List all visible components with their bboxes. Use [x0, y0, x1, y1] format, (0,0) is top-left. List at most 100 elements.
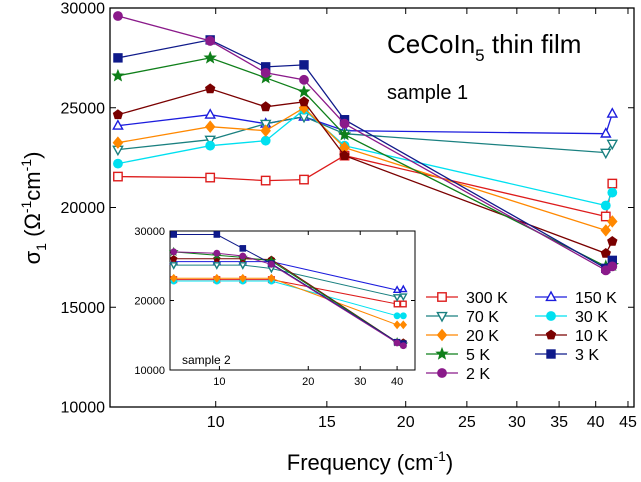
main-data-point — [113, 158, 123, 169]
inset-data-point — [399, 342, 407, 350]
main-y-tick-label: 25000 — [61, 100, 106, 117]
main-data-point — [112, 109, 124, 120]
main-series-line — [117, 106, 613, 232]
inset-y-tick-label: 30000 — [134, 226, 165, 238]
inset-axes: 10 20 30 40 10000 20000 30000 — [134, 226, 415, 388]
inset-data-point — [393, 312, 401, 320]
main-data-point — [260, 67, 271, 78]
main-series-group — [111, 11, 620, 276]
inset-annotation: sample 2 — [182, 353, 231, 367]
main-data-point — [607, 215, 618, 228]
legend-marker — [546, 311, 556, 321]
inset-data-point — [239, 252, 247, 260]
x-axis-label: Frequency (cm-1) — [287, 448, 454, 475]
legend-label: 3 K — [575, 347, 599, 364]
main-data-point — [600, 200, 611, 211]
legend-marker — [545, 290, 557, 302]
main-data-point — [112, 119, 124, 130]
inset-data-point — [393, 320, 401, 330]
inset-data-point — [393, 339, 401, 347]
main-x-tick-label: 20 — [397, 414, 415, 431]
main-data-point — [260, 101, 271, 112]
main-x-tick-label: 15 — [318, 414, 336, 431]
main-data-point — [600, 127, 612, 138]
main-data-point — [600, 247, 611, 258]
legend-marker — [437, 368, 447, 378]
inset-data-point — [399, 293, 408, 302]
inset-y-tick-label: 20000 — [134, 295, 165, 307]
main-data-point — [204, 108, 216, 119]
legend-marker — [436, 311, 448, 323]
main-data-point — [113, 53, 123, 63]
x-axis-label-suffix: ) — [446, 450, 453, 475]
inset-data-point — [399, 312, 407, 320]
inset-data-point — [238, 262, 248, 270]
main-data-point — [205, 36, 216, 46]
legend-marker — [435, 346, 449, 360]
legend-marker — [545, 329, 557, 340]
x-axis-label-main: Frequency (cm — [287, 450, 434, 475]
inset-data-point — [170, 248, 178, 256]
main-data-point — [607, 261, 618, 272]
main-data-point — [260, 124, 271, 137]
inset-data-point — [399, 284, 408, 293]
chart-title: CeCoIn5 thin film — [387, 29, 581, 65]
main-x-tick-label: 35 — [550, 414, 568, 431]
inset-series-group — [168, 231, 409, 350]
main-data-point — [297, 84, 311, 98]
legend-label: 300 K — [466, 290, 508, 307]
inset-y-tick-label: 10000 — [134, 365, 165, 377]
main-data-point — [607, 235, 618, 246]
legend: 300 K 150 K 70 K 30 K 20 K 10 K 5 K 3 K 2 K — [426, 290, 617, 383]
y-axis-label-units-sup2: -1 — [18, 159, 34, 172]
inset-data-point — [169, 273, 178, 283]
inset-data-point — [213, 273, 221, 283]
inset-data-point — [239, 273, 247, 283]
main-data-point — [606, 107, 619, 118]
main-x-tick-label: 25 — [458, 414, 476, 431]
main-y-tick-label: 30000 — [61, 1, 106, 18]
main-data-point — [607, 187, 618, 198]
inset-data-point — [399, 320, 408, 330]
inset-data-point — [399, 300, 407, 308]
main-data-point — [337, 127, 352, 141]
main-data-point — [600, 211, 611, 222]
main-data-point — [607, 178, 618, 189]
legend-marker — [436, 328, 448, 342]
legend-marker — [546, 349, 556, 359]
main-x-tick-label: 40 — [587, 414, 605, 431]
main-y-tick-label: 20000 — [61, 200, 106, 217]
main-data-point — [606, 139, 619, 151]
inset-data-point — [267, 273, 276, 283]
main-data-point — [299, 60, 309, 70]
main-y-tick-label: 10000 — [61, 400, 106, 417]
chart-title-main: CeCoIn — [387, 29, 475, 59]
main-data-point — [113, 11, 123, 21]
main-data-point — [260, 175, 271, 186]
legend-label: 5 K — [466, 347, 490, 364]
main-x-tick-label: 10 — [207, 414, 225, 431]
main-data-point — [204, 135, 216, 147]
main-data-point — [299, 174, 309, 185]
main-series-line — [117, 154, 613, 218]
main-data-point — [204, 120, 216, 133]
inset-data-point — [393, 300, 401, 308]
inset-x-tick-label: 30 — [354, 376, 366, 388]
main-axes: 10 15 20 25 30 35 40 45 10000 15000 20000 25000 3000… — [61, 1, 637, 431]
main-data-point — [111, 68, 125, 82]
inset-x-tick-label: 10 — [213, 376, 225, 388]
legend-label: 10 K — [575, 328, 608, 345]
main-data-point — [203, 50, 217, 64]
y-axis-label-units-sup1: -1 — [18, 200, 34, 213]
x-axis-label-sup: -1 — [433, 448, 446, 464]
legend-label: 2 K — [466, 366, 490, 383]
main-data-point — [205, 140, 216, 151]
legend-marker — [437, 292, 447, 302]
inset-data-point — [170, 231, 178, 238]
main-data-point — [299, 74, 309, 85]
main-data-point — [260, 135, 271, 146]
inset-data-point — [213, 231, 221, 238]
main-data-point — [339, 118, 350, 129]
inset-data-point — [170, 254, 178, 262]
